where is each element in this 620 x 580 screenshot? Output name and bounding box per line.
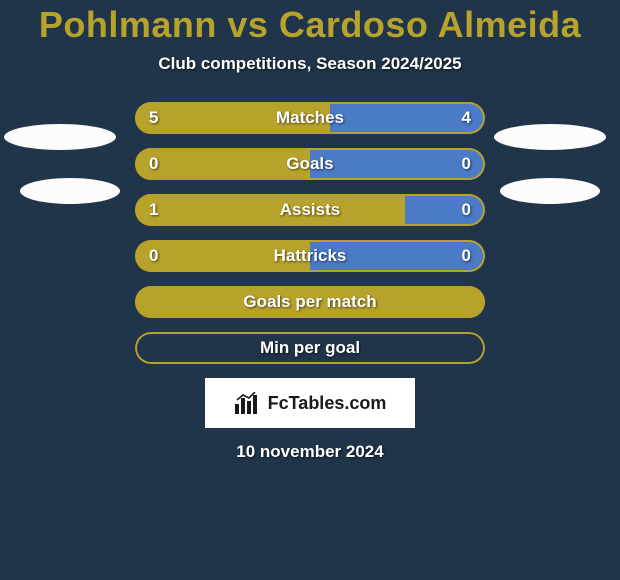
- stat-track: [135, 148, 485, 180]
- decorative-ellipse: [4, 124, 116, 150]
- stat-fill-left: [135, 194, 405, 226]
- stat-row: Assists10: [135, 194, 485, 226]
- stat-track: [135, 102, 485, 134]
- stat-fill-left: [135, 240, 310, 272]
- stat-track: [135, 332, 485, 364]
- page-title: Pohlmann vs Cardoso Almeida: [0, 4, 620, 46]
- brand-text: FcTables.com: [268, 393, 387, 414]
- stat-track: [135, 240, 485, 272]
- stat-track: [135, 194, 485, 226]
- decorative-ellipse: [500, 178, 600, 204]
- stat-row: Goals per match: [135, 286, 485, 318]
- footer-date: 10 november 2024: [0, 442, 620, 462]
- brand-badge: FcTables.com: [205, 378, 415, 428]
- stat-bars: Matches54 Goals00 Assists10 Hattricks00 Goal…: [135, 102, 485, 364]
- stat-fill-right: [330, 102, 485, 134]
- stat-fill-right: [310, 148, 485, 180]
- stat-track: [135, 286, 485, 318]
- bars-icon: [234, 392, 262, 414]
- stat-fill-left: [135, 102, 330, 134]
- stat-row: Hattricks00: [135, 240, 485, 272]
- page-subtitle: Club competitions, Season 2024/2025: [0, 54, 620, 74]
- stat-border: [135, 332, 485, 364]
- stat-row: Matches54: [135, 102, 485, 134]
- stat-fill-left: [135, 286, 485, 318]
- stat-row: Min per goal: [135, 332, 485, 364]
- decorative-ellipse: [494, 124, 606, 150]
- stat-fill-left: [135, 148, 310, 180]
- decorative-ellipse: [20, 178, 120, 204]
- comparison-infographic: Pohlmann vs Cardoso Almeida Club competi…: [0, 0, 620, 580]
- stat-row: Goals00: [135, 148, 485, 180]
- stat-fill-right: [405, 194, 486, 226]
- stat-fill-right: [310, 240, 485, 272]
